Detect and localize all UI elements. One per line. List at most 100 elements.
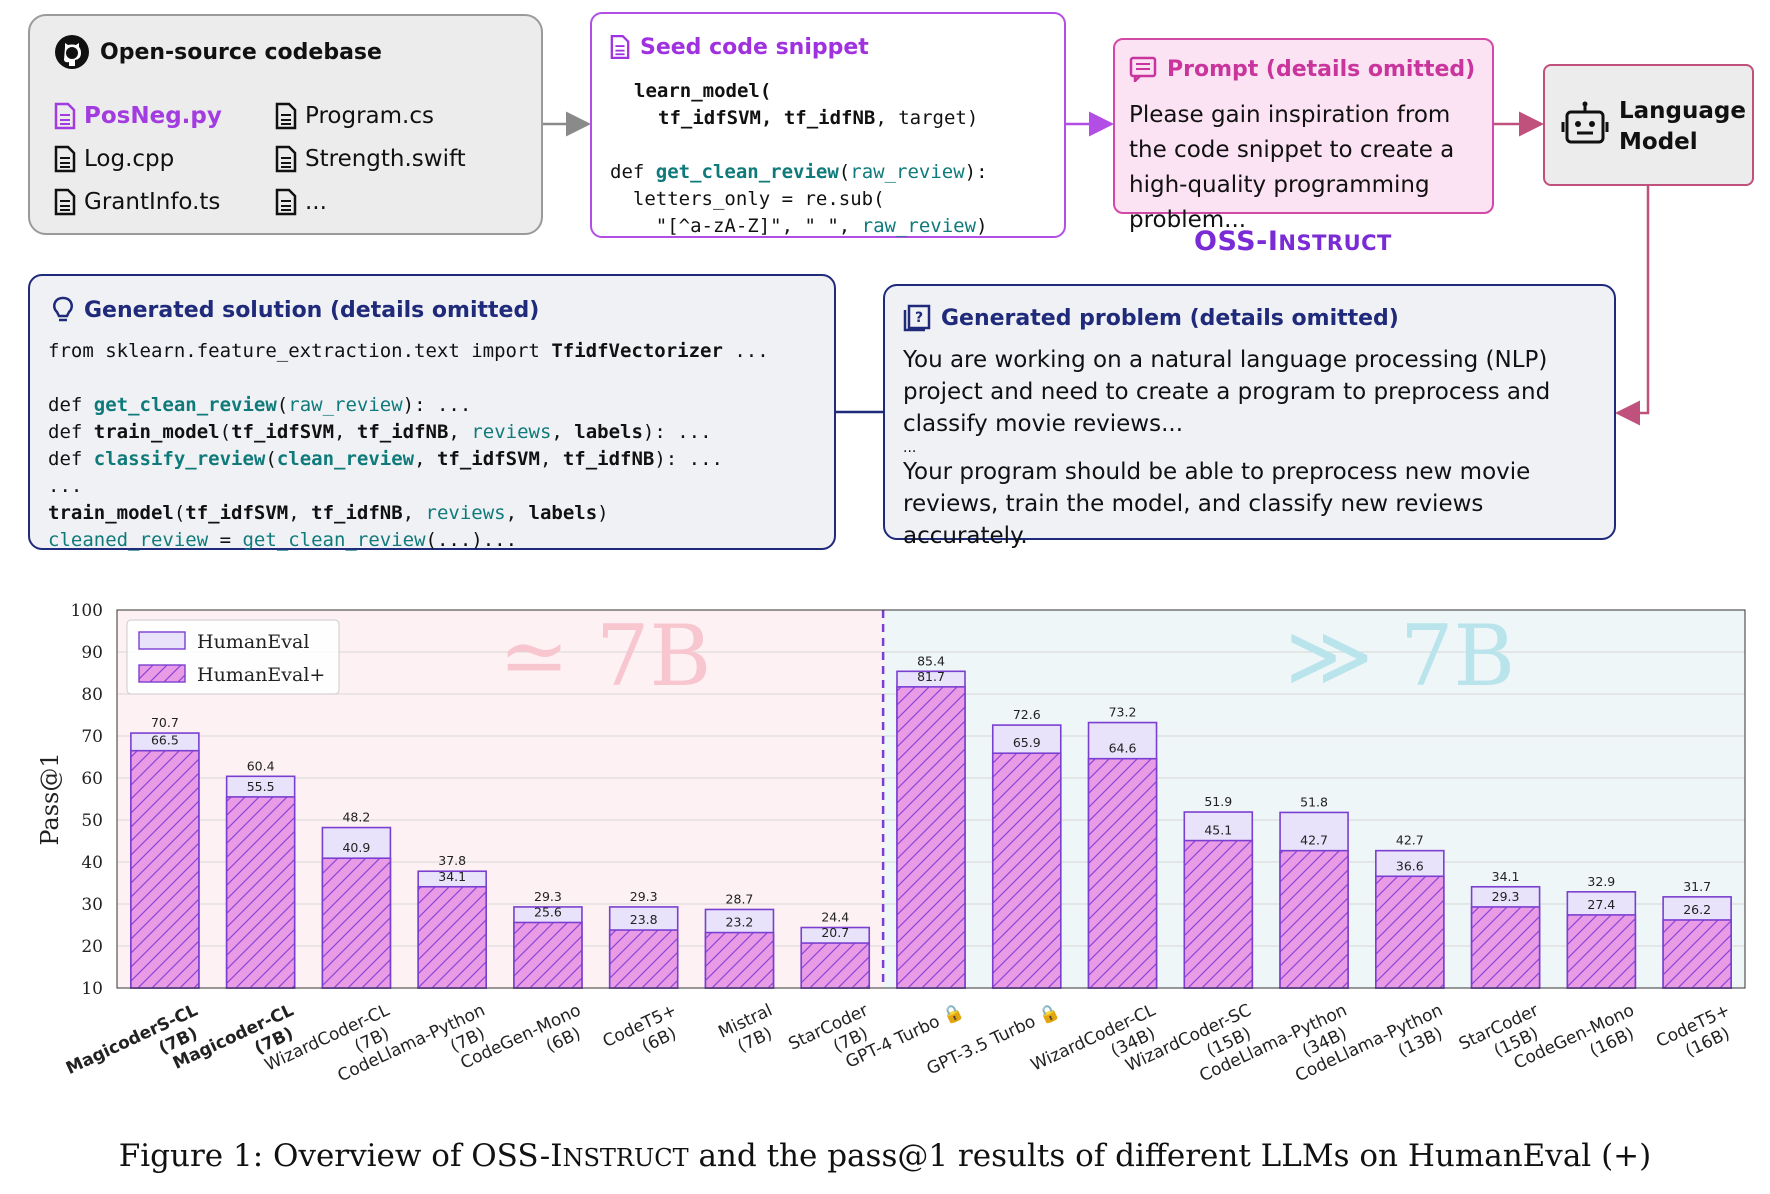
legend-label-humaneval-plus: HumanEval+ — [197, 664, 325, 686]
region-label-small: ≃ 7B — [499, 607, 711, 705]
y-axis-label: Pass@1 — [36, 752, 64, 845]
y-tick-label: 80 — [81, 685, 103, 705]
bar-humaneval-plus — [1183, 839, 1254, 989]
region-label-large: ≫ 7B — [1285, 607, 1515, 705]
code-token: train_model — [93, 421, 220, 443]
code-token: ( — [838, 161, 851, 183]
code-token: tf_idfNB — [311, 502, 403, 524]
code-token: ( — [265, 448, 277, 470]
y-tick-label: 40 — [81, 853, 103, 873]
arrow-lm-to-problem — [1615, 186, 1650, 426]
data-label-humaneval-plus: 42.7 — [1300, 833, 1328, 848]
oss-instruct-label: OSS-INSTRUCT — [1194, 226, 1392, 257]
file-icon — [54, 145, 76, 173]
data-label-humaneval: 29.3 — [534, 889, 562, 904]
data-label-humaneval-plus: 29.3 — [1492, 889, 1520, 904]
data-label-humaneval-plus: 40.9 — [342, 840, 370, 855]
data-label-humaneval: 37.8 — [438, 853, 466, 868]
bar-humaneval-plus — [321, 857, 392, 989]
chart-legend: HumanEval HumanEval+ — [126, 619, 340, 695]
lm-line2: Model — [1619, 129, 1698, 155]
x-tick-label: CodeT5+(6B) — [600, 1000, 680, 1056]
code-token: clean_review — [276, 448, 415, 470]
file-more: ... — [275, 188, 327, 216]
code-token: ): — [964, 161, 988, 183]
prompt-title: Prompt (details omitted) — [1129, 56, 1475, 82]
bar-humaneval-plus — [1087, 757, 1158, 989]
language-model-label: Language Model — [1619, 96, 1746, 158]
code-token: cleaned_review — [48, 529, 209, 551]
language-model-box: Language Model — [1543, 64, 1754, 186]
oss-prefix: OSS-I — [1194, 226, 1279, 257]
code-token: tf_idfSVM — [185, 502, 289, 524]
robot-icon — [1561, 101, 1609, 144]
seed-title: Seed code snippet — [610, 34, 869, 60]
y-tick-label: 60 — [81, 769, 103, 789]
code-token: = — [208, 529, 243, 551]
data-label-humaneval-plus: 55.5 — [247, 779, 275, 794]
code-token: tf_idfNB — [562, 448, 655, 470]
code-token: (...)... — [425, 529, 518, 551]
file-program: Program.cs — [275, 102, 434, 130]
code-token: def — [48, 448, 94, 470]
code-line: learn_model( — [634, 80, 772, 102]
seed-code-snippet-box: Seed code snippet learn_model( tf_idfSVM… — [590, 12, 1066, 238]
code-token: ): ... — [654, 448, 723, 470]
code-token: raw_review — [850, 161, 965, 183]
svg-text:?: ? — [915, 310, 923, 326]
code-token: labels — [528, 502, 598, 524]
code-token: ): ... — [642, 421, 712, 443]
problem-title: ? Generated problem (details omitted) — [903, 304, 1399, 332]
figure-caption: Figure 1: Overview of OSS-INSTRUCT and t… — [0, 1138, 1770, 1174]
code-token: , — [448, 421, 472, 443]
file-name: Program.cs — [305, 103, 434, 129]
data-label-humaneval-plus: 64.6 — [1109, 741, 1137, 756]
github-icon — [55, 35, 89, 69]
bar-humaneval-plus — [1662, 919, 1732, 989]
file-icon — [54, 102, 76, 130]
file-name: Log.cpp — [84, 146, 175, 172]
file-log: Log.cpp — [54, 145, 174, 173]
data-label-humaneval: 34.1 — [1492, 869, 1520, 884]
prompt-title-text: Prompt (details omitted) — [1167, 56, 1476, 82]
code-token: def — [48, 394, 94, 416]
code-line: letters_only = re.sub( — [610, 188, 885, 210]
code-token: labels — [574, 421, 643, 443]
lightbulb-icon — [53, 296, 73, 322]
code-token: train_model — [48, 502, 174, 524]
data-label-humaneval-plus: 65.9 — [1013, 735, 1041, 750]
code-token: ( — [276, 394, 289, 416]
code-token: reviews — [425, 502, 506, 524]
prompt-box: Prompt (details omitted) Please gain ins… — [1113, 38, 1494, 233]
code-line: , target) — [875, 107, 979, 129]
code-token: ) — [597, 502, 609, 524]
bar-humaneval-plus — [800, 942, 871, 989]
file-name: PosNeg.py — [84, 103, 222, 129]
data-label-humaneval: 51.9 — [1204, 794, 1232, 809]
bar-humaneval-plus — [608, 929, 679, 989]
code-token: raw_review — [288, 394, 403, 416]
open-source-codebase-box: Open-source codebase PosNeg.py Log.cpp G… — [28, 14, 543, 235]
y-tick-label: 30 — [81, 895, 103, 915]
flow-connectors — [543, 111, 1650, 426]
y-tick-label: 20 — [81, 937, 103, 957]
caption-suffix: and the pass@1 results of different LLMs… — [688, 1138, 1652, 1174]
code-token: , — [402, 502, 426, 524]
data-label-humaneval: 32.9 — [1587, 874, 1615, 889]
data-label-humaneval: 42.7 — [1396, 833, 1424, 848]
code-token: from sklearn.feature_extraction.text imp… — [48, 340, 552, 362]
caption-smallcaps: NSTRUCT — [562, 1144, 689, 1172]
data-label-humaneval: 29.3 — [630, 889, 658, 904]
code-token: "[^a-zA-Z]", " ", — [610, 215, 862, 237]
y-tick-label: 100 — [71, 601, 103, 621]
problem-body: You are working on a natural language pr… — [903, 344, 1603, 552]
bar-humaneval-plus — [130, 749, 200, 989]
data-label-humaneval: 85.4 — [917, 653, 945, 668]
problem-ellipsis: ... — [903, 440, 917, 456]
file-icon — [275, 102, 297, 130]
code-token: ( — [219, 421, 232, 443]
code-token: , — [288, 502, 312, 524]
oss-suffix: NSTRUCT — [1278, 231, 1392, 255]
data-label-humaneval: 70.7 — [151, 715, 179, 730]
bar-humaneval-plus — [704, 931, 775, 989]
